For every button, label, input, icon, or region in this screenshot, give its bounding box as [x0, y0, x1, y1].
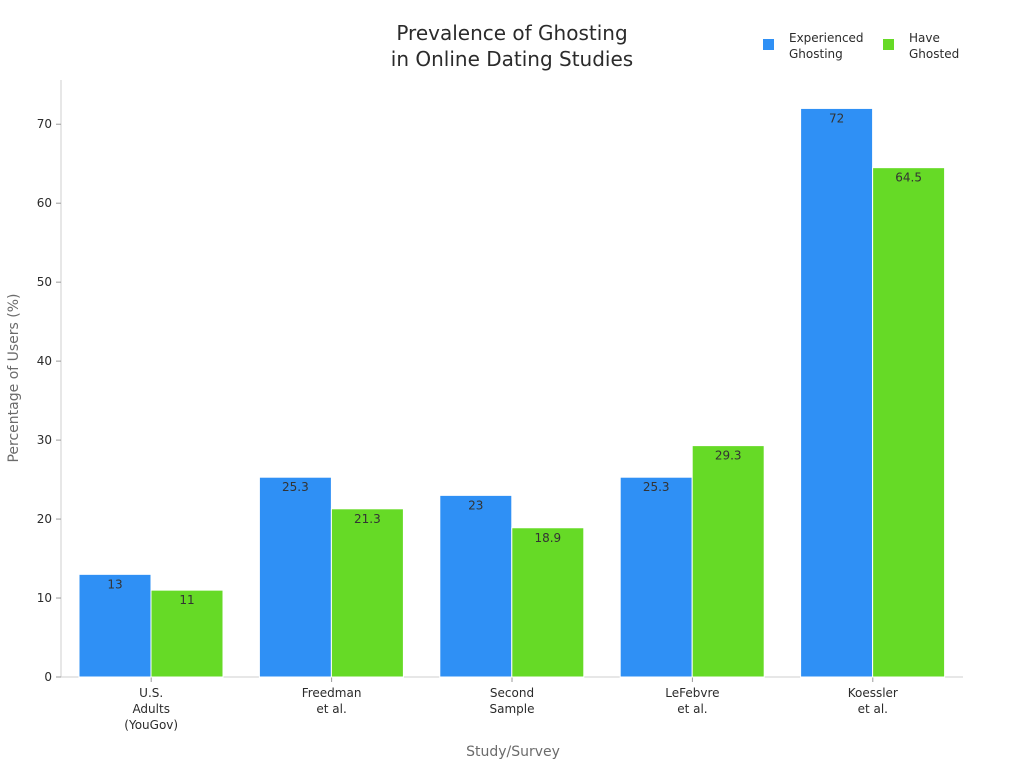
chart-title-line: Prevalence of Ghosting: [396, 21, 627, 45]
bar-series2-4: [691, 445, 765, 678]
data-label-series2-3: 18.9: [534, 531, 561, 545]
y-tick-label: 30: [37, 433, 52, 447]
x-tick-label: Koessler: [848, 686, 898, 700]
x-tick-label: et al.: [858, 702, 888, 716]
data-label-series2-5: 64.5: [895, 171, 922, 185]
bar-series1-1: [78, 573, 152, 678]
bar-series1-5: [800, 107, 874, 678]
y-axis-label: Percentage of Users (%): [6, 293, 22, 462]
legend-label-2: Have: [909, 31, 940, 45]
data-label-series1-3: 23: [468, 498, 483, 512]
y-tick-label: 20: [37, 512, 52, 526]
bar-series1-3: [439, 494, 513, 678]
axes: 0 10 20 30 40 50 60 70 U.S. Adults (YouGov) Freedma…: [37, 80, 963, 732]
y-tick-label: 40: [37, 354, 52, 368]
data-label-series1-2: 25.3: [282, 480, 309, 494]
legend-label-1: Experienced: [789, 31, 864, 45]
x-tick-label: U.S.: [139, 686, 163, 700]
x-tick-label: Adults: [132, 702, 170, 716]
y-tick-label: 50: [37, 275, 52, 289]
x-tick-label: LeFebvre: [665, 686, 719, 700]
x-tick-label: (YouGov): [124, 718, 178, 732]
x-tick-label: Sample: [490, 702, 535, 716]
bar-series2-5: [872, 167, 946, 678]
bar-series1-4: [619, 476, 693, 678]
bar-series2-1: [150, 589, 224, 678]
y-tick-label: 10: [37, 591, 52, 605]
bar-series2-3: [511, 527, 585, 678]
x-tick-label: Freedman: [302, 686, 362, 700]
data-label-series2-2: 21.3: [354, 512, 381, 526]
data-label-series1-1: 13: [107, 577, 122, 591]
y-tick-label: 0: [44, 670, 52, 684]
data-label-series2-4: 29.3: [715, 449, 742, 463]
data-label-series1-4: 25.3: [643, 480, 670, 494]
chart-title-line: in Online Dating Studies: [391, 47, 633, 71]
data-labels: 13 25.3 23 25.3 72 11 21.3 18.9 29.3 64.5: [107, 111, 922, 607]
data-label-series2-1: 11: [179, 593, 194, 607]
legend-swatch-1: [763, 39, 774, 50]
bar-series2-2: [330, 508, 404, 678]
y-tick-label: 70: [37, 117, 52, 131]
bar-series1-2: [258, 476, 332, 678]
x-tick-label: et al.: [316, 702, 346, 716]
legend: Experienced Ghosting Have Ghosted: [763, 31, 959, 61]
bars: [78, 107, 946, 678]
legend-label-1: Ghosting: [789, 47, 843, 61]
x-tick-label: et al.: [677, 702, 707, 716]
x-tick-label: Second: [490, 686, 534, 700]
legend-label-2: Ghosted: [909, 47, 959, 61]
y-tick-label: 60: [37, 196, 52, 210]
data-label-series1-5: 72: [829, 111, 844, 125]
x-axis-label: Study/Survey: [466, 744, 560, 760]
legend-swatch-2: [883, 39, 894, 50]
